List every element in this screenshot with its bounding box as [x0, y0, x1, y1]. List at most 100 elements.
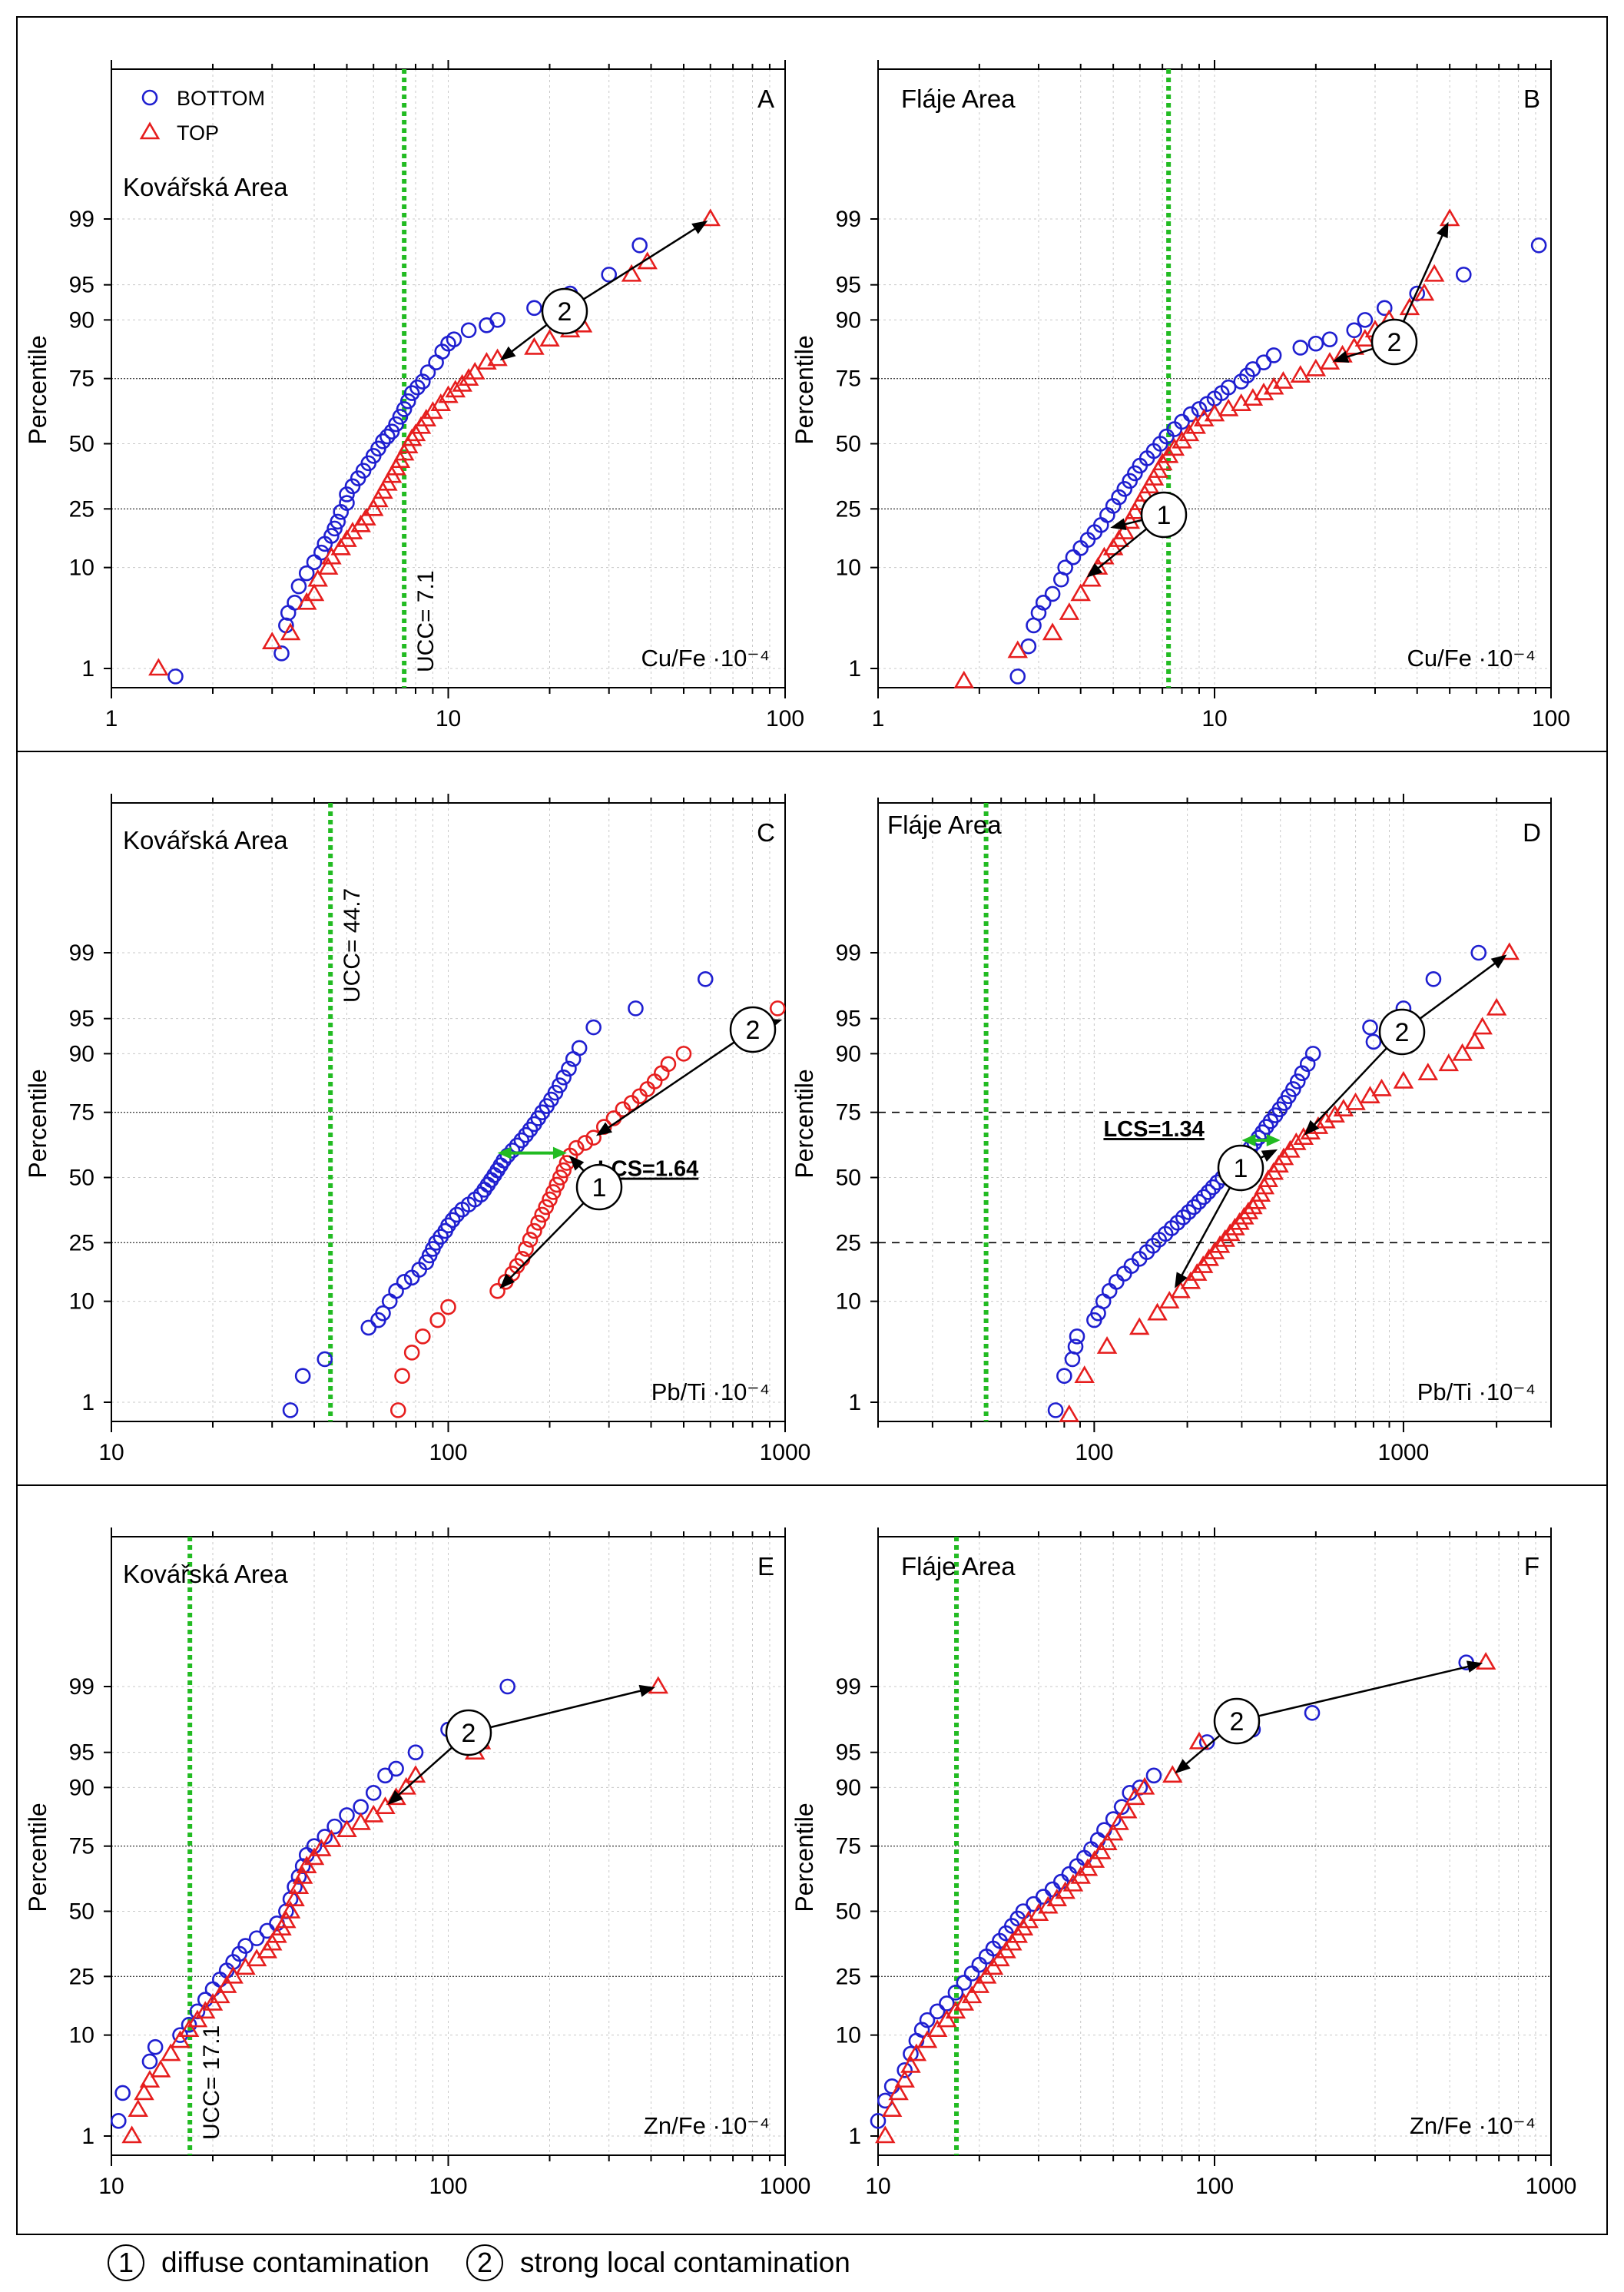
data-point-top: [1371, 1078, 1392, 1096]
y-tick-label: 1: [848, 2124, 861, 2149]
annotation-marker-1: [575, 1163, 623, 1211]
data-point-bottom: [628, 1000, 644, 1017]
x-tick-label: 100: [1195, 2174, 1234, 2199]
data-point-bottom: [407, 1744, 424, 1760]
data-point-bottom: [449, 1206, 465, 1223]
y-tick-label: 25: [69, 1230, 94, 1255]
annotation-number: 2: [1395, 1018, 1410, 1047]
data-point-bottom: [513, 1132, 530, 1149]
data-point-top: [458, 368, 479, 386]
data-point-top: [150, 2059, 171, 2078]
data-point-top: [1263, 376, 1284, 395]
y-tick-label: 10: [69, 2023, 94, 2048]
data-point-top: [139, 2070, 161, 2088]
data-point-top: [524, 337, 545, 355]
data-point-bottom: [1376, 300, 1393, 317]
data-point-top: [1170, 1280, 1191, 1299]
lcs-arrowhead-right: [552, 1146, 567, 1159]
x-tick-label: 10: [1201, 706, 1227, 731]
data-point-bottom: [1195, 1189, 1212, 1206]
annotation-marker-1: [1140, 491, 1188, 539]
data-point-bottom: [1200, 1184, 1217, 1200]
data-point-top: [900, 2055, 921, 2073]
data-point-top: [1129, 1317, 1150, 1335]
y-axis-label: Percentile: [24, 1069, 51, 1178]
data-point-top: [276, 1910, 297, 1929]
data-point-bottom: [444, 1212, 461, 1229]
y-tick-label: 95: [69, 273, 94, 298]
y-axis-label: Percentile: [790, 1069, 818, 1178]
data-point-bottom: [365, 1784, 382, 1801]
data-point-top: [414, 1328, 431, 1345]
data-point-bottom: [282, 1402, 299, 1418]
annotation-arrowhead: [387, 1789, 403, 1806]
y-tick-label: 1: [848, 656, 861, 682]
chart-panel-d: 100 1000 1 10 25 50 75 90 95 99 Percentile LCS=1.34…: [790, 794, 1552, 1465]
x-tick-label: 100: [1532, 706, 1570, 731]
annotation-number: 1: [592, 1173, 607, 1202]
data-point-bottom: [870, 2113, 887, 2129]
data-point-top: [1290, 365, 1311, 383]
data-point-top: [1475, 1652, 1496, 1670]
data-point-top: [292, 1866, 313, 1884]
data-point-bottom: [1285, 1081, 1301, 1097]
data-point-top: [552, 1169, 568, 1186]
annotation-marker-1: [1217, 1144, 1264, 1192]
chart-legend: BOTTOM TOP: [139, 87, 265, 144]
annotation-arrow: [1311, 1047, 1387, 1129]
area-label: Fláje Area: [887, 811, 1002, 839]
data-point-top: [1097, 1833, 1118, 1850]
data-point-top: [1114, 521, 1135, 539]
y-tick-label: 10: [69, 1289, 94, 1315]
y-tick-label: 95: [836, 273, 861, 298]
data-point-bottom: [396, 1274, 413, 1290]
data-point-bottom: [237, 1938, 254, 1954]
data-point-bottom: [555, 1069, 572, 1086]
data-point-top: [1070, 583, 1091, 602]
data-point-top: [288, 1876, 310, 1894]
data-point-bottom: [326, 1818, 343, 1835]
annotation-arrowhead: [1086, 562, 1103, 578]
data-point-top: [1293, 1127, 1314, 1145]
data-point-top: [363, 498, 384, 516]
data-point-bottom: [248, 1930, 265, 1946]
y-tick-label: 50: [69, 1899, 94, 1925]
data-point-bottom: [1346, 322, 1363, 339]
data-point-top: [555, 1162, 572, 1179]
data-point-top: [121, 2125, 142, 2144]
data-point-bottom: [1307, 335, 1324, 352]
data-point-top: [961, 1985, 983, 2004]
data-point-top: [148, 658, 169, 676]
data-point-top: [321, 1829, 342, 1847]
ucc-label: UCC= 7.1: [413, 570, 439, 672]
data-point-top: [1452, 1043, 1473, 1061]
annotation-number: 2: [1230, 1707, 1245, 1736]
data-point-top: [464, 362, 486, 380]
data-point-top: [1242, 1196, 1263, 1215]
figure-border: [16, 16, 1608, 2235]
data-point-top: [648, 1676, 669, 1694]
y-tick-label: 95: [836, 1007, 861, 1032]
annotation-arrow: [604, 1041, 735, 1131]
data-point-bottom: [330, 513, 346, 530]
data-point-bottom: [1191, 1194, 1207, 1210]
data-point-bottom: [403, 385, 420, 401]
data-point-top: [1209, 1235, 1231, 1253]
data-point-top: [1472, 1017, 1493, 1035]
y-tick-label: 99: [836, 940, 861, 966]
x-tick-label: 100: [1075, 1440, 1113, 1465]
data-point-top: [280, 622, 301, 641]
data-point-top: [1081, 569, 1102, 587]
data-point-top: [1042, 622, 1063, 641]
legend-marker-2: 2: [466, 2244, 503, 2281]
data-point-bottom: [1304, 1704, 1321, 1721]
annotation-arrow: [1402, 231, 1445, 323]
data-point-top: [983, 1957, 1004, 1975]
data-point-bottom: [1044, 585, 1061, 602]
data-point-top: [1238, 1201, 1259, 1219]
data-point-bottom: [571, 1040, 588, 1056]
x-tick-label: 1: [872, 706, 885, 731]
data-point-top: [178, 2019, 200, 2038]
data-point-top: [1345, 1092, 1366, 1110]
